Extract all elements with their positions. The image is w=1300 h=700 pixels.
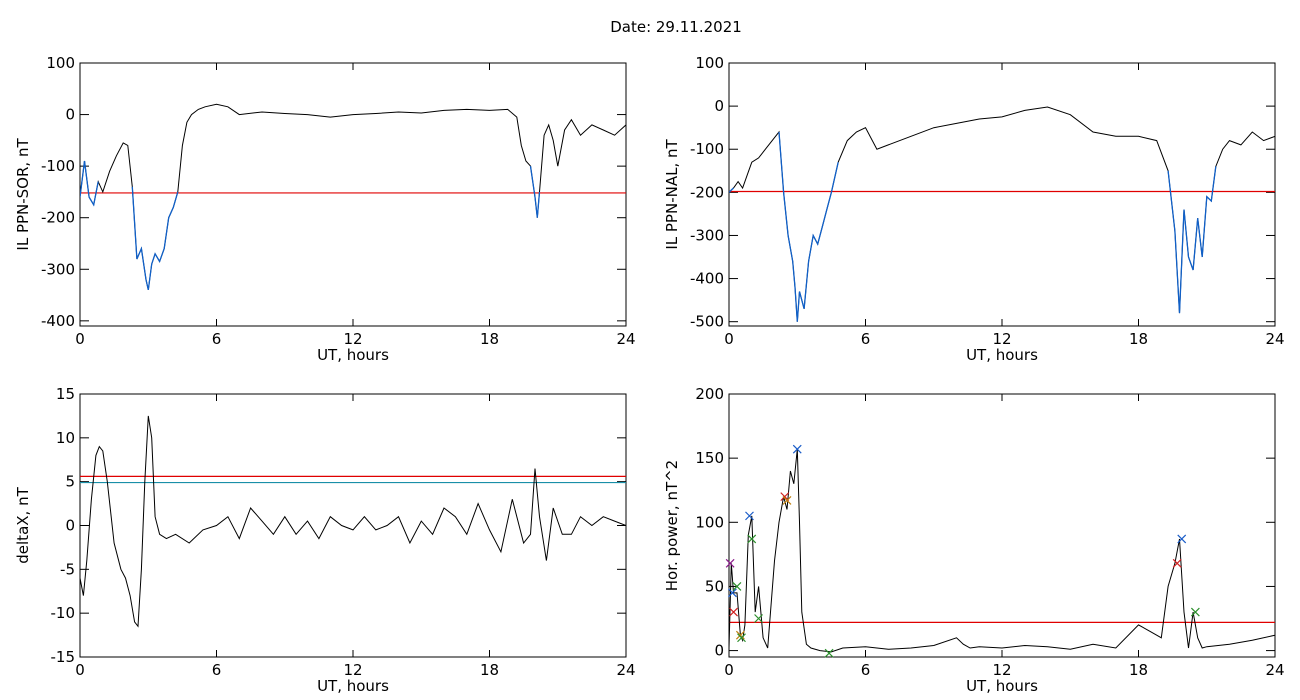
chart-panel-2: 0 6 12 18 24 100 0 -100 -200 -300 -400 -500 UT, hour… bbox=[663, 54, 1285, 364]
y-tick-label: 200 bbox=[695, 385, 724, 403]
y-axis-label: IL PPN-NAL, nT bbox=[663, 139, 681, 250]
series-highlight-segment bbox=[1167, 166, 1217, 314]
peak-marker bbox=[727, 588, 737, 598]
peak-marker bbox=[1177, 534, 1187, 544]
y-tick-label: -100 bbox=[41, 157, 75, 175]
x-tick-label: 12 bbox=[343, 330, 362, 348]
y-tick-label: 100 bbox=[695, 54, 724, 72]
plot-frame bbox=[79, 393, 627, 658]
series-line bbox=[729, 106, 1275, 322]
x-tick-label: 6 bbox=[861, 661, 871, 679]
y-tick-label: -100 bbox=[690, 140, 724, 158]
chart-panel-1: 0 6 12 18 24 100 0 -100 -200 -300 -400 UT, hours IL … bbox=[14, 54, 636, 364]
peak-marker bbox=[725, 558, 735, 568]
peak-marker bbox=[1190, 607, 1200, 617]
x-tick-label: 0 bbox=[724, 661, 734, 679]
y-tick-label: 0 bbox=[65, 106, 75, 124]
y-tick-label: -10 bbox=[51, 604, 76, 622]
peak-marker bbox=[792, 444, 802, 454]
y-tick-label: 0 bbox=[65, 517, 75, 535]
x-axis-label: UT, hours bbox=[966, 346, 1038, 364]
x-tick-label: 6 bbox=[212, 661, 222, 679]
y-tick-label: -400 bbox=[690, 270, 724, 288]
x-tick-label: 24 bbox=[1265, 330, 1284, 348]
plot-frame bbox=[728, 62, 1276, 327]
series-highlight-segment bbox=[729, 187, 734, 193]
x-tick-label: 12 bbox=[992, 661, 1011, 679]
y-tick-label: -500 bbox=[690, 313, 724, 331]
x-axis-label: UT, hours bbox=[317, 346, 389, 364]
x-tick-label: 6 bbox=[861, 330, 871, 348]
peak-marker bbox=[754, 614, 763, 623]
y-tick-label: 100 bbox=[46, 54, 75, 72]
peak-marker bbox=[747, 534, 757, 544]
chart-panel-3: 0 6 12 18 24 15 10 5 0 -5 -10 -15 UT, hours deltaX, n… bbox=[14, 385, 636, 695]
y-tick-label: 10 bbox=[56, 429, 75, 447]
y-tick-label: -300 bbox=[41, 260, 75, 278]
x-tick-label: 0 bbox=[724, 330, 734, 348]
series-highlight-segment bbox=[778, 131, 839, 322]
x-tick-label: 12 bbox=[992, 330, 1011, 348]
series-highlight-segment bbox=[529, 166, 541, 218]
x-tick-label: 12 bbox=[343, 661, 362, 679]
y-tick-label: -15 bbox=[51, 648, 76, 666]
y-tick-label: 150 bbox=[695, 449, 724, 467]
x-tick-label: 24 bbox=[616, 330, 635, 348]
x-tick-label: 0 bbox=[75, 330, 85, 348]
x-tick-label: 24 bbox=[1265, 661, 1284, 679]
y-tick-label: 100 bbox=[695, 513, 724, 531]
peak-marker bbox=[735, 630, 745, 640]
x-axis-label: UT, hours bbox=[317, 677, 389, 695]
y-tick-label: 50 bbox=[705, 577, 724, 595]
y-tick-label: -400 bbox=[41, 312, 75, 330]
series-line bbox=[729, 449, 1275, 653]
page-title: Date: 29.11.2021 bbox=[610, 18, 742, 36]
x-tick-label: 18 bbox=[480, 661, 499, 679]
peak-marker bbox=[732, 582, 742, 591]
y-tick-label: 15 bbox=[56, 385, 75, 403]
x-tick-label: 18 bbox=[1129, 330, 1148, 348]
series-highlight-segment bbox=[80, 160, 86, 198]
x-tick-label: 6 bbox=[212, 330, 222, 348]
x-tick-label: 18 bbox=[1129, 661, 1148, 679]
series-line bbox=[80, 103, 626, 291]
y-tick-label: -300 bbox=[690, 226, 724, 244]
peak-marker bbox=[1172, 558, 1182, 568]
plot-frame bbox=[79, 62, 627, 327]
x-tick-label: 24 bbox=[616, 661, 635, 679]
peak-marker bbox=[782, 496, 792, 505]
y-tick-label: 0 bbox=[714, 642, 724, 660]
y-axis-label: IL PPN-SOR, nT bbox=[14, 138, 32, 251]
series-line bbox=[80, 415, 626, 628]
y-axis-label: Hor. power, nT^2 bbox=[663, 460, 681, 591]
y-tick-label: -200 bbox=[690, 183, 724, 201]
y-tick-label: 0 bbox=[714, 97, 724, 115]
y-tick-label: -200 bbox=[41, 209, 75, 227]
series-highlight-segment bbox=[83, 160, 99, 207]
series-highlight-segment bbox=[131, 186, 179, 291]
x-axis-label: UT, hours bbox=[966, 677, 1038, 695]
y-tick-label: 5 bbox=[65, 473, 75, 491]
y-tick-label: -5 bbox=[60, 560, 75, 578]
peak-marker bbox=[824, 648, 834, 658]
chart-panel-4: 0 6 12 18 24 200 150 100 50 0 UT, hours Hor. power,… bbox=[663, 385, 1285, 695]
y-axis-label: deltaX, nT bbox=[14, 486, 32, 563]
peak-marker bbox=[737, 633, 746, 643]
x-tick-label: 0 bbox=[75, 661, 85, 679]
peak-marker bbox=[745, 511, 754, 521]
x-tick-label: 18 bbox=[480, 330, 499, 348]
peak-marker bbox=[729, 607, 738, 617]
plot-frame bbox=[728, 393, 1276, 658]
